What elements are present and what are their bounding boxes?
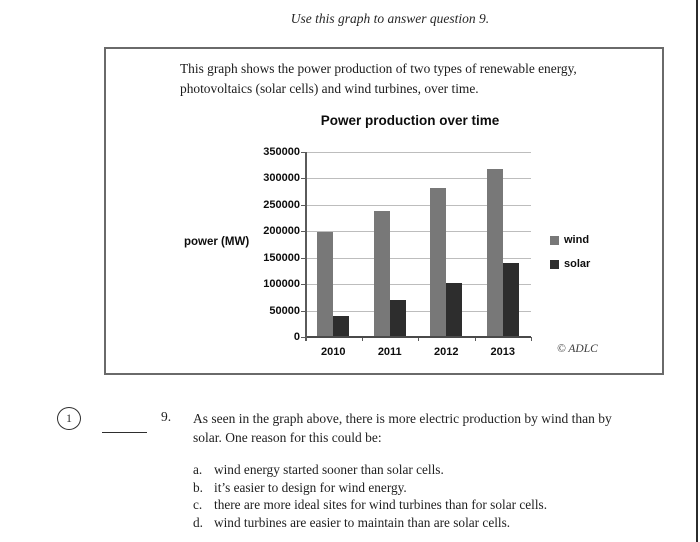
graph-box: This graph shows the power production of…: [104, 47, 664, 375]
y-axis-tick: [301, 178, 305, 180]
x-axis-tick-label: 2011: [377, 346, 402, 358]
y-axis-tick: [301, 284, 305, 286]
y-axis-tick: [301, 257, 305, 259]
y-axis-tick: [301, 231, 305, 233]
legend-item-solar: solar: [550, 258, 590, 270]
x-axis-tick-label: 2013: [490, 346, 515, 358]
legend-item-wind: wind: [550, 234, 590, 246]
y-axis-tick-label: 300000: [263, 172, 300, 185]
question-number: 9.: [161, 409, 172, 424]
wind-bar-2012: [430, 187, 447, 337]
x-axis-tick: [361, 337, 363, 341]
graph-description: This graph shows the power production of…: [180, 59, 577, 99]
answer-blank-line: [102, 418, 147, 433]
answer-options: a. wind energy started sooner than solar…: [193, 461, 547, 532]
y-axis-tick-label: 250000: [263, 198, 300, 211]
x-axis-tick: [474, 337, 476, 341]
wind-bar-2010: [317, 232, 334, 337]
option-letter: a.: [193, 462, 203, 477]
x-axis-line: [305, 336, 531, 338]
solar-legend-swatch: [550, 259, 559, 269]
answer-option-a: a. wind energy started sooner than solar…: [193, 461, 547, 479]
y-axis-tick-label: 200000: [263, 225, 300, 238]
chart-plot-area: 350000 300000 250000 200000 150000 100000 5000…: [106, 49, 662, 373]
question-text-line: solar. One reason for this could be:: [193, 430, 382, 445]
question-text-line: As seen in the graph above, there is mor…: [193, 411, 612, 426]
answer-option-b: b. it’s easier to design for wind energy…: [193, 479, 547, 497]
chart-gridline: [305, 284, 531, 286]
solar-bar-2010: [333, 315, 350, 337]
y-axis-line: [305, 152, 307, 341]
page-caption: Use this graph to answer question 9.: [290, 11, 490, 26]
chart-gridline: [305, 231, 531, 233]
answer-option-c: c. there are more ideal sites for wind t…: [193, 496, 547, 514]
graph-description-line: photovoltaics (solar cells) and wind tur…: [180, 81, 479, 97]
chart-credit: © ADLC: [557, 343, 598, 355]
x-axis-tick: [418, 337, 419, 341]
y-axis-tick: [301, 337, 305, 338]
x-axis-tick: [531, 337, 532, 341]
question-margin-circle: 1: [57, 407, 81, 430]
y-axis-tick-label: 100000: [263, 278, 300, 291]
option-text: wind energy started sooner than solar ce…: [214, 462, 444, 477]
question-text: As seen in the graph above, there is mor…: [193, 409, 612, 447]
wind-bar-2013: [486, 168, 503, 337]
chart-gridline: [305, 178, 531, 180]
chart-y-axis-label: power (MW): [184, 236, 250, 248]
wind-legend-swatch: [550, 235, 559, 245]
page-edge-line: [696, 0, 698, 542]
solar-legend-label: solar: [564, 258, 591, 270]
y-axis-tick: [301, 310, 305, 312]
wind-legend-label: wind: [564, 234, 590, 246]
chart-gridline: [305, 257, 531, 259]
solar-bar-2012: [446, 283, 463, 337]
option-text: it’s easier to design for wind energy.: [214, 479, 407, 495]
chart-legend: wind solar: [550, 234, 590, 282]
graph-description-line: This graph shows the power production of…: [180, 61, 577, 76]
option-letter: d.: [193, 515, 203, 531]
solar-bar-2013: [502, 263, 519, 337]
chart-gridline: [305, 204, 531, 206]
chart-title: Power production over time: [320, 113, 500, 128]
option-text: there are more ideal sites for wind turb…: [214, 497, 548, 513]
chart-gridline: [305, 310, 531, 312]
y-axis-tick-label: 150000: [263, 251, 300, 264]
y-axis-tick: [301, 152, 305, 153]
solar-bar-2011: [389, 300, 406, 337]
y-axis-tick: [301, 204, 305, 206]
x-axis-tick-label: 2012: [434, 346, 459, 358]
wind-bar-2011: [373, 211, 390, 337]
option-text: wind turbines are easier to maintain tha…: [214, 515, 511, 531]
y-axis-tick-label: 50000: [269, 304, 300, 317]
option-letter: c.: [193, 497, 203, 513]
y-axis-tick-label: 350000: [263, 146, 300, 158]
y-axis-tick-label: 0: [293, 331, 300, 343]
answer-option-d: d. wind turbines are easier to maintain …: [193, 514, 547, 532]
question-margin-mark: 1: [66, 411, 72, 425]
x-axis-tick-label: 2010: [321, 346, 346, 358]
option-letter: b.: [193, 479, 203, 495]
chart-gridline: [305, 152, 531, 153]
